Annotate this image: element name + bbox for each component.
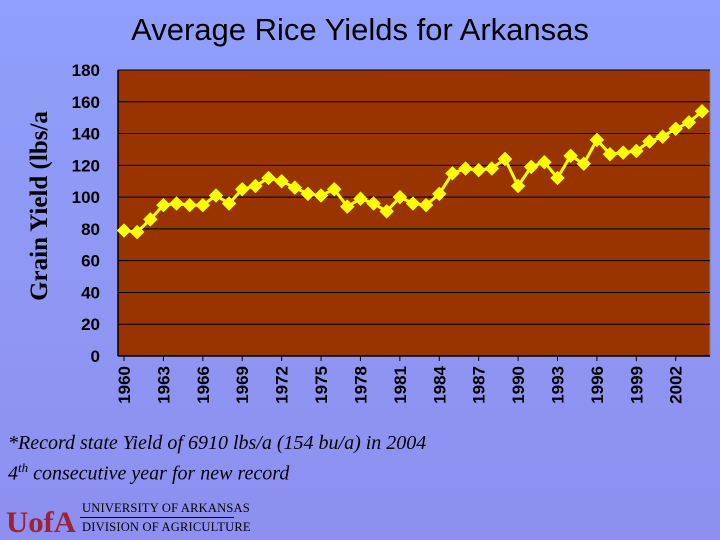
data-point-1972 — [274, 173, 289, 189]
data-point-1989 — [497, 151, 513, 167]
data-point-1966 — [195, 197, 211, 213]
data-point-1984 — [431, 186, 447, 202]
data-point-1963 — [156, 197, 171, 213]
logo-division-name: DIVISION OF AGRICULTURE — [82, 520, 251, 534]
data-point-1986 — [458, 161, 473, 176]
data-point-1980 — [379, 204, 395, 219]
y-tick-label-0: 0 — [91, 347, 100, 366]
uofa-logo-mark: UofA — [6, 506, 76, 538]
x-tick-label-1990: 1990 — [509, 366, 528, 404]
y-tick-label-80: 80 — [81, 220, 100, 239]
x-tick-label-2002: 2002 — [667, 366, 686, 404]
y-tick-labels: 0 20 40 60 80 100 120 140 160 180 — [72, 61, 100, 366]
data-point-1982 — [405, 196, 421, 211]
data-point-1967 — [208, 188, 224, 203]
data-point-1971 — [261, 170, 276, 186]
data-point-1979 — [366, 196, 381, 211]
series-layer — [116, 103, 710, 240]
x-tick-label-1963: 1963 — [154, 366, 173, 404]
data-point-1997 — [602, 146, 618, 162]
data-point-1983 — [418, 197, 434, 213]
data-point-1994 — [563, 148, 578, 164]
data-point-1973 — [287, 180, 303, 195]
data-point-1998 — [615, 145, 631, 160]
x-tick-label-1975: 1975 — [312, 366, 331, 404]
x-tick-label-1972: 1972 — [273, 366, 292, 404]
y-tick-label-140: 140 — [72, 125, 100, 144]
data-point-1977 — [339, 199, 355, 214]
uofa-logo-letters: UofA — [6, 506, 76, 538]
chart-title: Average Rice Yields for Arkansas — [131, 12, 589, 47]
data-point-1975 — [313, 188, 329, 203]
x-tick-label-1960: 1960 — [115, 366, 134, 404]
x-tick-label-1993: 1993 — [549, 366, 568, 404]
x-tick-label-1978: 1978 — [351, 366, 370, 404]
data-point-2003 — [681, 115, 697, 130]
data-point-1974 — [300, 186, 316, 202]
y-tick-label-60: 60 — [81, 252, 100, 271]
data-point-1969 — [234, 181, 250, 197]
data-point-1990 — [510, 178, 526, 194]
gridlines — [118, 69, 710, 325]
university-logo: UofA UNIVERSITY OF ARKANSAS DIVISION OF … — [4, 498, 251, 538]
consecutive-note-number: 4 — [8, 462, 18, 485]
record-note: *Record state Yield of 6910 lbs/a (154 b… — [8, 432, 427, 454]
y-tick-label-20: 20 — [81, 315, 100, 334]
data-point-1960 — [116, 223, 132, 238]
data-point-1999 — [628, 143, 644, 159]
x-tick-label-1984: 1984 — [430, 365, 449, 403]
x-tick-label-1981: 1981 — [391, 366, 410, 404]
x-tick-labels: 1960 1963 1966 1969 1972 1975 1978 1981 1984 1987… — [115, 365, 686, 403]
data-point-1995 — [576, 156, 592, 172]
data-point-1987 — [471, 162, 487, 178]
consecutive-note-text: consecutive year for new record — [28, 462, 290, 485]
data-point-1961 — [129, 224, 145, 240]
data-point-2000 — [642, 134, 657, 149]
data-point-1978 — [353, 191, 368, 207]
data-point-1976 — [326, 181, 342, 197]
logo-university-name: UNIVERSITY OF ARKANSAS — [82, 501, 250, 515]
data-point-1970 — [248, 178, 263, 194]
plot-area — [117, 69, 711, 357]
data-point-1968 — [221, 196, 237, 211]
consecutive-note: 4th consecutive year for new record — [8, 460, 289, 486]
y-tick-label-120: 120 — [72, 156, 100, 175]
x-tick-label-1987: 1987 — [470, 366, 489, 404]
y-tick-label-180: 180 — [72, 61, 100, 80]
data-point-1965 — [182, 197, 198, 213]
data-point-1985 — [445, 165, 460, 181]
axes — [117, 70, 710, 361]
y-tick-label-40: 40 — [81, 283, 100, 302]
data-point-2001 — [655, 129, 670, 145]
y-tick-label-160: 160 — [72, 93, 100, 112]
x-tick-label-1969: 1969 — [233, 366, 252, 404]
data-point-2002 — [668, 121, 684, 137]
data-point-1964 — [169, 196, 184, 211]
consecutive-note-suffix: th — [18, 460, 29, 475]
data-point-2004 — [694, 103, 710, 119]
data-point-1962 — [142, 212, 158, 227]
data-point-1992 — [537, 154, 552, 170]
logo-divider — [80, 517, 234, 518]
x-tick-label-1999: 1999 — [627, 366, 646, 404]
y-tick-label-100: 100 — [72, 188, 100, 207]
data-point-1993 — [550, 170, 565, 186]
data-point-1991 — [523, 159, 539, 175]
data-point-1981 — [392, 189, 408, 205]
data-point-1996 — [589, 132, 605, 148]
x-tick-label-1996: 1996 — [588, 366, 607, 404]
data-point-1988 — [484, 161, 500, 176]
x-tick-label-1966: 1966 — [194, 366, 213, 404]
